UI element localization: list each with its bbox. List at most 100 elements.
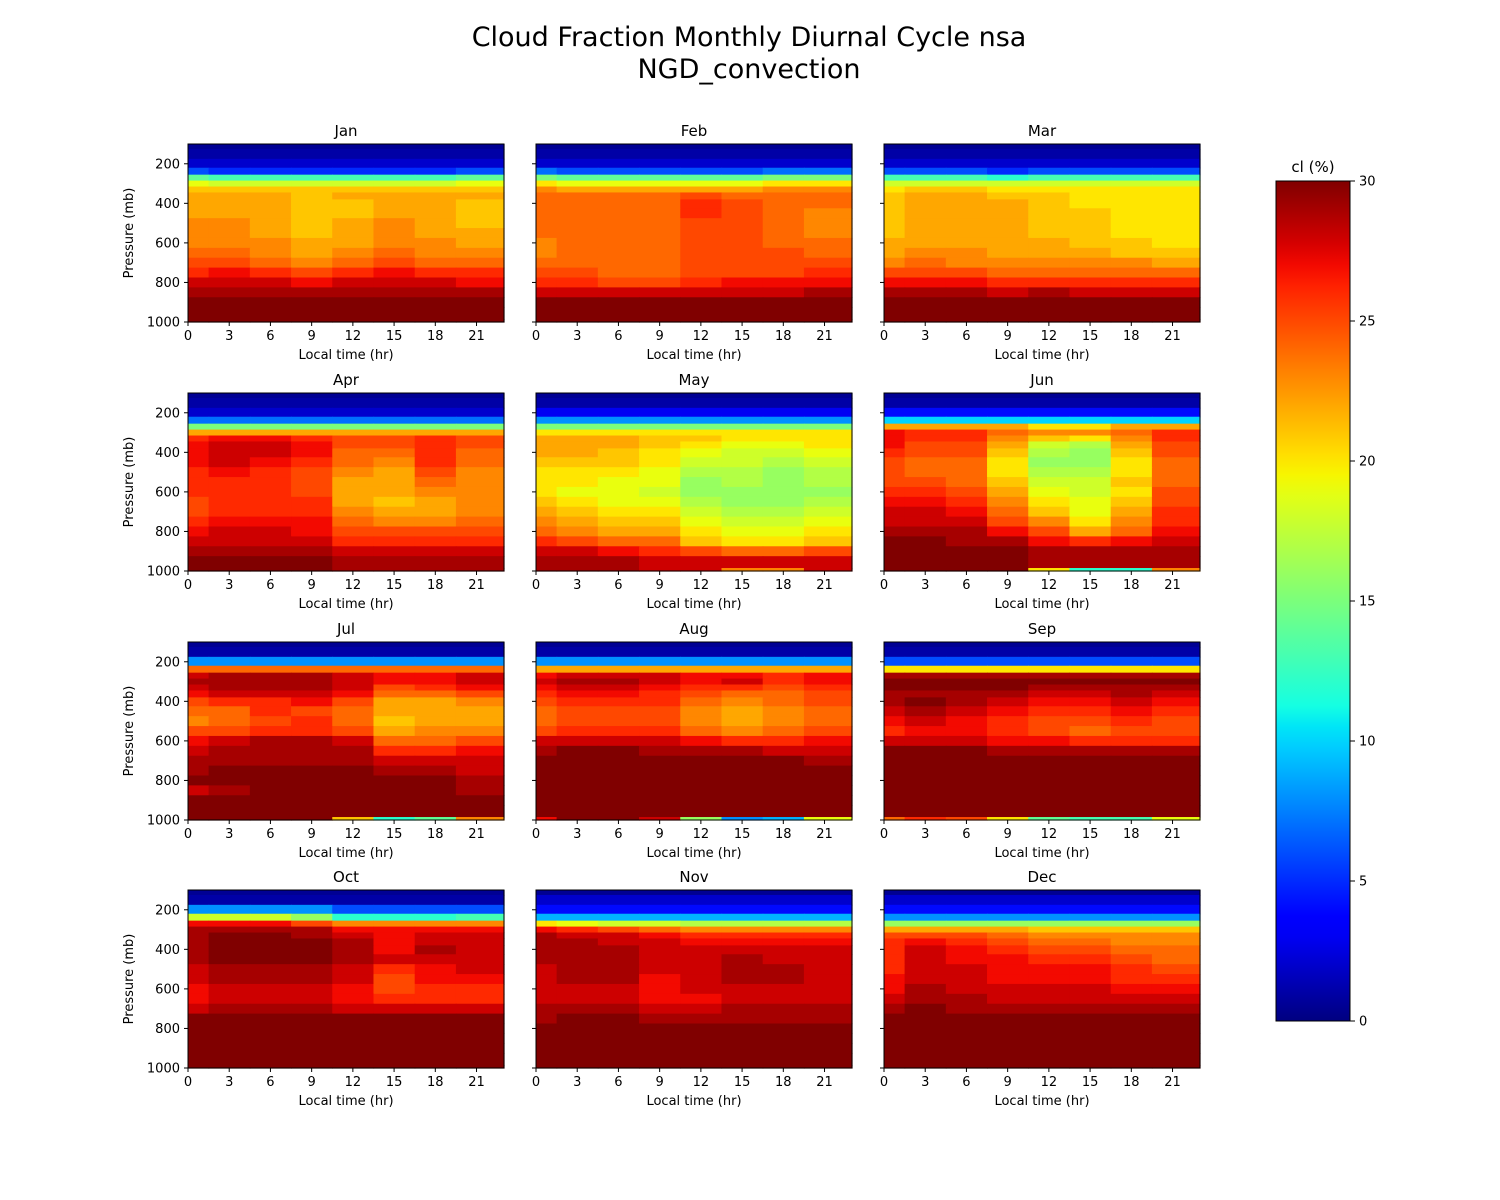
- heatmap-cell: [249, 805, 292, 818]
- heatmap-cell: [188, 158, 210, 169]
- heatmap-cell: [987, 795, 1029, 806]
- heatmap-cell: [291, 656, 333, 667]
- heatmap-cell: [188, 218, 210, 229]
- heatmap-cell: [188, 556, 210, 569]
- figure-title-line2: NGD_convection: [637, 54, 860, 85]
- heatmap-cell: [987, 199, 1029, 209]
- heatmap-cell: [884, 536, 906, 547]
- heatmap-cell: [1151, 297, 1201, 308]
- heatmap-cell: [1028, 192, 1071, 200]
- heatmap-cell: [188, 672, 210, 680]
- heatmap-cell: [597, 1033, 640, 1044]
- x-tick-label: 21: [468, 1075, 485, 1090]
- heatmap-cell: [639, 765, 681, 777]
- heatmap-cell: [1110, 536, 1153, 547]
- heatmap-cell: [987, 1053, 1029, 1066]
- heatmap-cell: [680, 267, 723, 279]
- heatmap-cell: [455, 926, 505, 934]
- heatmap-cell: [208, 257, 251, 269]
- heatmap-cell: [762, 477, 805, 488]
- heatmap-cell: [1069, 1003, 1112, 1015]
- heatmap-cell: [597, 755, 640, 767]
- heatmap-cell: [904, 805, 947, 818]
- heatmap-cell: [188, 735, 210, 747]
- heatmap-cell: [249, 267, 292, 279]
- heatmap-cell: [904, 277, 947, 288]
- heatmap-cell: [1110, 894, 1153, 906]
- heatmap-cell: [455, 805, 505, 818]
- heatmap-cell: [1069, 890, 1112, 896]
- heatmap-cell: [1069, 148, 1112, 160]
- heatmap-cell: [680, 467, 723, 478]
- heatmap-cell: [536, 932, 558, 940]
- heatmap-cell: [1069, 536, 1112, 547]
- heatmap-cell: [249, 457, 292, 468]
- heatmap-cell: [414, 192, 457, 200]
- heatmap-cell: [1069, 467, 1112, 478]
- colorbar-tick-label: 30: [1359, 175, 1376, 190]
- heatmap-cell: [332, 890, 375, 896]
- heatmap-cell: [803, 964, 853, 975]
- heatmap-cell: [904, 257, 947, 269]
- heatmap-cell: [249, 1013, 292, 1025]
- heatmap-cell: [1069, 397, 1112, 409]
- heatmap-cell: [803, 247, 853, 259]
- heatmap-cell: [249, 745, 292, 757]
- heatmap-cell: [884, 144, 906, 150]
- heatmap-cell: [1110, 486, 1153, 498]
- heatmap-cell: [803, 186, 853, 194]
- heatmap-cell: [1028, 1013, 1071, 1025]
- x-tick-label: 0: [184, 827, 192, 842]
- heatmap-cell: [762, 429, 805, 437]
- y-tick-label: 600: [155, 982, 180, 997]
- heatmap-cell: [803, 218, 853, 229]
- heatmap-cell: [208, 277, 251, 288]
- heatmap-cell: [536, 199, 558, 209]
- heatmap-cell: [208, 945, 251, 955]
- heatmap-cell: [884, 684, 906, 692]
- heatmap-cell: [884, 785, 906, 796]
- x-tick-label: 12: [1041, 578, 1058, 593]
- heatmap-cell: [556, 672, 599, 680]
- heatmap-cell: [680, 765, 723, 777]
- heatmap-cell: [1069, 665, 1112, 674]
- heatmap-cell: [945, 477, 988, 488]
- heatmap-cell: [1028, 448, 1071, 458]
- heatmap-cell: [680, 416, 723, 425]
- heatmap-cell: [639, 218, 681, 229]
- heatmap-cell: [556, 1053, 599, 1066]
- heatmap-cell: [188, 817, 210, 821]
- heatmap-cell: [1028, 237, 1071, 249]
- heatmap-cell: [1069, 186, 1112, 194]
- heatmap-cell: [188, 167, 210, 176]
- x-tick-label: 0: [880, 1075, 888, 1090]
- heatmap-cell: [762, 1053, 805, 1066]
- heatmap-cell: [803, 477, 853, 488]
- x-tick-label: 18: [775, 1075, 792, 1090]
- heatmap-cell: [803, 144, 853, 150]
- heatmap-cell: [332, 755, 375, 767]
- heatmap-cell: [536, 307, 558, 320]
- heatmap-cell: [536, 477, 558, 488]
- heatmap-cell: [1110, 148, 1153, 160]
- heatmap-cell: [945, 745, 988, 757]
- heatmap-cell: [556, 144, 599, 150]
- heatmap-cell: [987, 993, 1029, 1005]
- heatmap-cell: [597, 277, 640, 288]
- heatmap-cell: [1069, 785, 1112, 796]
- heatmap-cell: [597, 920, 640, 928]
- heatmap-cell: [1028, 755, 1071, 767]
- heatmap-cell: [1069, 672, 1112, 680]
- heatmap-cell: [1151, 642, 1201, 648]
- heatmap-cell: [455, 817, 505, 821]
- heatmap-cell: [1151, 257, 1201, 269]
- x-tick-label: 0: [532, 1075, 540, 1090]
- heatmap-cell: [208, 297, 251, 308]
- heatmap-cell: [414, 904, 457, 915]
- heatmap-cell: [332, 805, 375, 818]
- heatmap-cell: [249, 199, 292, 209]
- heatmap-cell: [762, 755, 805, 767]
- heatmap-cell: [332, 926, 375, 934]
- heatmap-cell: [762, 407, 805, 418]
- heatmap-cell: [455, 407, 505, 418]
